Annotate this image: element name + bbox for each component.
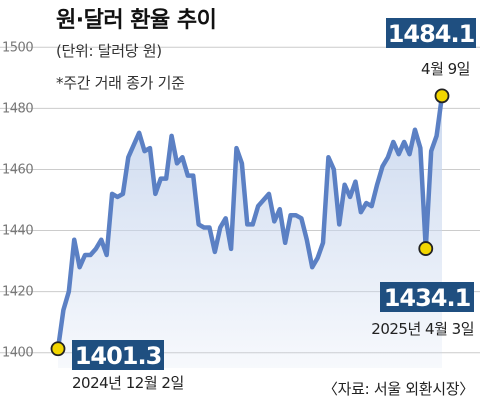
date-label: 2025년 4월 3일 xyxy=(371,320,474,338)
marker-point xyxy=(418,241,434,256)
date-label: 4월 9일 xyxy=(421,60,470,78)
marker-point xyxy=(434,88,450,104)
value-label: 1484.1 xyxy=(388,20,475,48)
chart-subtitle: (단위: 달러당 원) xyxy=(56,42,162,60)
chart-note: *주간 거래 종가 기준 xyxy=(56,74,185,92)
y-tick-label: 1460 xyxy=(2,162,33,177)
y-tick-label: 1420 xyxy=(2,285,33,300)
value-label-box xyxy=(380,282,474,312)
y-tick-label: 1500 xyxy=(2,40,33,55)
marker-point xyxy=(50,341,66,357)
chart-title: 원·달러 환율 추이 xyxy=(56,8,217,33)
date-label: 2024년 12월 2일 xyxy=(72,374,184,392)
chart-source: 〈자료: 서울 외환시장〉 xyxy=(322,380,474,398)
series-area xyxy=(58,95,442,368)
value-label-box xyxy=(72,340,164,370)
y-tick-label: 1440 xyxy=(2,224,33,239)
value-label: 1401.3 xyxy=(75,342,162,370)
y-tick-label: 1480 xyxy=(2,101,33,116)
value-label: 1434.1 xyxy=(384,284,471,312)
series-line xyxy=(55,93,445,352)
y-tick-label: 1400 xyxy=(2,346,33,361)
value-label-box xyxy=(386,18,476,48)
